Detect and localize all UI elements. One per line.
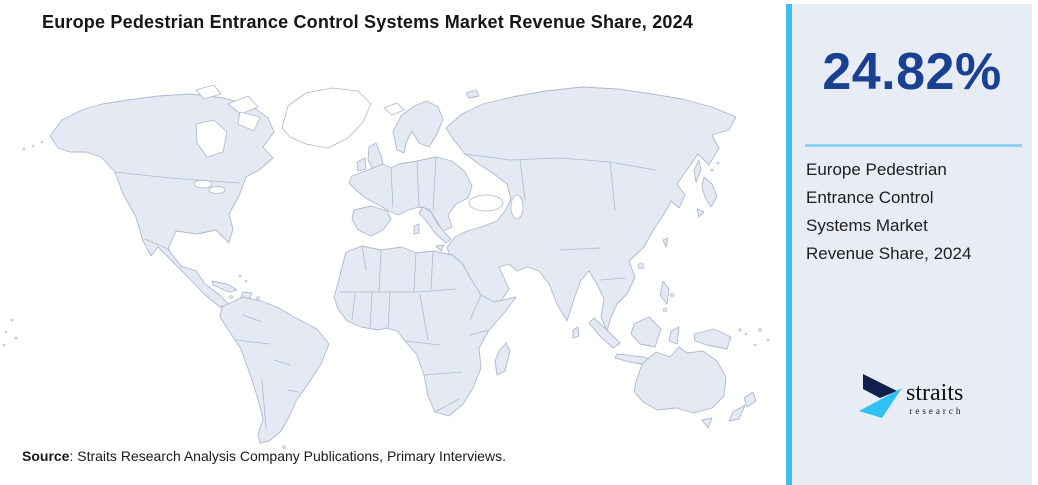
sidebar-description-line: Entrance Control <box>806 188 934 207</box>
map-hainan <box>637 262 645 270</box>
map-small-islands <box>2 140 770 347</box>
map-ireland <box>356 157 367 172</box>
revenue-share-value: 24.82% <box>822 43 1002 101</box>
sidebar-description: Europe Pedestrian Entrance Control Syste… <box>806 156 971 268</box>
map-asia <box>445 86 737 332</box>
sidebar-accent-line <box>786 4 792 485</box>
map-new-guinea <box>693 328 732 350</box>
map-new-zealand-south <box>728 404 746 422</box>
source-text: : Straits Research Analysis Company Publ… <box>69 448 506 464</box>
map-island-dot <box>244 279 248 283</box>
map-japan-south <box>696 208 705 218</box>
map-scandinavia <box>392 100 444 154</box>
map-falklands <box>282 445 286 449</box>
map-hudson-bay <box>195 119 228 158</box>
map-taiwan <box>662 237 669 248</box>
sidebar-description-line: Revenue Share, 2024 <box>806 244 972 263</box>
straits-logo-icon <box>859 374 902 418</box>
map-iberia <box>351 205 392 237</box>
map-island-dot <box>669 292 675 298</box>
map-sulawesi <box>668 326 680 345</box>
sidebar-divider <box>805 144 1022 147</box>
stat-sidebar: 24.82% Europe Pedestrian Entrance Contro… <box>792 4 1032 485</box>
map-new-zealand-north <box>743 391 757 408</box>
map-sardinia <box>413 223 420 235</box>
map-baffin-island <box>237 111 261 132</box>
sidebar-description-line: Europe Pedestrian <box>806 160 947 179</box>
map-island-dot <box>256 296 260 300</box>
map-sicily <box>435 244 445 252</box>
map-arctic-island <box>195 84 222 100</box>
logo-text-block: straits research <box>906 370 963 416</box>
map-australia <box>633 346 727 414</box>
source-label: Source <box>22 448 70 464</box>
map-black-sea <box>468 194 504 212</box>
map-borneo <box>630 316 662 348</box>
map-island-dot <box>662 307 668 313</box>
map-europe-mainland <box>348 156 473 232</box>
map-south-america <box>219 296 330 444</box>
map-arctic-island <box>227 95 259 115</box>
map-island-dot <box>238 274 242 278</box>
map-greenland <box>281 87 372 149</box>
logo-subtext: research <box>909 406 964 416</box>
map-philippines <box>659 280 670 305</box>
sidebar-description-line: Systems Market <box>806 216 928 235</box>
map-caspian-sea <box>510 194 524 220</box>
straits-research-logo: straits research <box>856 370 963 418</box>
map-japan <box>701 176 718 208</box>
page-title: Europe Pedestrian Entrance Control Syste… <box>42 12 694 32</box>
map-island-dot <box>229 295 233 299</box>
map-tasmania <box>701 417 713 429</box>
map-sri-lanka <box>572 326 580 339</box>
map-svalbard <box>465 89 480 99</box>
logo-wordmark: straits <box>906 380 964 406</box>
map-great-lakes <box>208 186 226 194</box>
map-sakhalin <box>693 159 702 183</box>
map-sumatra <box>588 317 621 349</box>
map-madagascar <box>494 342 511 376</box>
map-italy <box>418 206 452 244</box>
map-iceland <box>383 102 405 116</box>
map-cuba <box>211 280 238 293</box>
map-country-borders <box>113 153 656 429</box>
source-note: Source: Straits Research Analysis Compan… <box>22 448 506 464</box>
